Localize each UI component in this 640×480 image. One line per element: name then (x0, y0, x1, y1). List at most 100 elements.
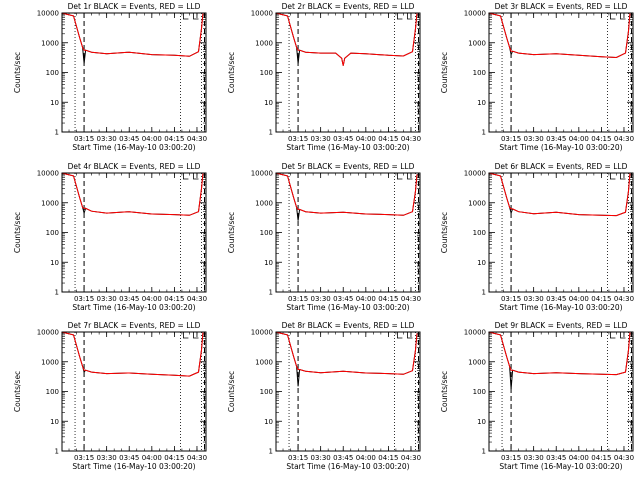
plot-frame (275, 172, 421, 293)
x-tick-label: 03:30 (97, 135, 117, 143)
x-tick-label: 03:45 (546, 295, 566, 303)
panel-title: Det 1r BLACK = Events, RED = LLD (68, 2, 201, 11)
lld-series-line (488, 12, 631, 59)
x-tick-label: 03:30 (311, 135, 331, 143)
x-tick-label: 04:15 (164, 135, 184, 143)
detector-panel-2: Det 2r BLACK = Events, RED = LLD Counts/s… (227, 2, 421, 152)
panel-title: Det 8r BLACK = Events, RED = LLD (282, 321, 415, 330)
events-series-line (275, 172, 418, 221)
x-tick-label: 03:45 (546, 454, 566, 462)
panel-title: Det 6r BLACK = Events, RED = LLD (495, 162, 628, 171)
x-tick-label: 04:00 (569, 135, 589, 143)
y-tick-label: 1 (55, 289, 59, 297)
x-tick-label: 03:45 (119, 135, 139, 143)
y-tick-label: 10 (50, 99, 59, 107)
y-tick-label: 1000 (468, 199, 486, 207)
y-tick-label: 10 (477, 99, 486, 107)
x-tick-label: 03:15 (74, 454, 94, 462)
top-bracket-marker (397, 173, 403, 180)
x-tick-label: 04:30 (401, 454, 421, 462)
top-bracket-marker (397, 332, 403, 339)
top-bracket-marker (620, 13, 626, 20)
y-tick-label: 10000 (37, 170, 59, 178)
x-tick-label: 03:30 (524, 295, 544, 303)
events-series-line (488, 172, 631, 217)
y-tick-label: 1000 (468, 358, 486, 366)
x-tick-label: 04:00 (569, 295, 589, 303)
x-tick-label: 03:15 (74, 295, 94, 303)
y-axis-label: Counts/sec (13, 212, 22, 253)
plot-frame (488, 331, 634, 452)
y-axis-label: Counts/sec (227, 212, 236, 253)
x-tick-label: 03:45 (333, 135, 353, 143)
lld-series-line (61, 12, 204, 57)
x-tick-label: 03:30 (97, 454, 117, 462)
y-tick-label: 1 (269, 129, 273, 137)
detector-panel-3: Det 3r BLACK = Events, RED = LLD Counts/s… (440, 2, 634, 152)
y-axis-label: Counts/sec (13, 52, 22, 93)
x-axis-label: Start Time (16-May-10 03:00:20) (499, 462, 622, 471)
x-tick-label: 03:15 (501, 135, 521, 143)
x-tick-label: 04:15 (164, 454, 184, 462)
top-bracket-marker (193, 13, 199, 20)
x-tick-label: 04:15 (378, 135, 398, 143)
panel-title: Det 5r BLACK = Events, RED = LLD (282, 162, 415, 171)
events-series-line (61, 172, 204, 216)
plot-frame (61, 172, 207, 293)
top-bracket-marker (610, 332, 616, 339)
y-tick-label: 1 (482, 129, 486, 137)
x-tick-label: 04:30 (614, 454, 634, 462)
panel-title: Det 4r BLACK = Events, RED = LLD (68, 162, 201, 171)
events-series-line (61, 331, 204, 377)
y-axis-label: Counts/sec (227, 371, 236, 412)
y-tick-label: 1000 (468, 39, 486, 47)
plot-frame (61, 12, 207, 133)
y-tick-label: 10 (264, 259, 273, 267)
top-bracket-marker (407, 332, 413, 339)
plot-frame (488, 12, 634, 133)
y-axis-label: Counts/sec (13, 371, 22, 412)
y-tick-label: 100 (46, 388, 59, 396)
lld-series-line (61, 172, 204, 216)
y-tick-label: 10000 (464, 10, 486, 18)
top-bracket-marker (193, 173, 199, 180)
x-axis-label: Start Time (16-May-10 03:00:20) (286, 462, 409, 471)
x-tick-label: 03:30 (97, 295, 117, 303)
y-axis-label: Counts/sec (440, 212, 449, 253)
y-axis-label: Counts/sec (440, 52, 449, 93)
plot-frame (488, 172, 634, 293)
y-tick-label: 10000 (37, 10, 59, 18)
y-tick-label: 1 (269, 448, 273, 456)
x-tick-label: 04:00 (142, 454, 162, 462)
x-tick-label: 03:15 (501, 295, 521, 303)
x-tick-label: 03:30 (524, 135, 544, 143)
detector-panel-5: Det 5r BLACK = Events, RED = LLD Counts/s… (227, 162, 421, 312)
y-tick-label: 10 (50, 259, 59, 267)
events-series-line (488, 12, 631, 59)
y-tick-label: 10000 (251, 10, 273, 18)
y-tick-label: 1 (482, 448, 486, 456)
x-tick-label: 03:15 (74, 135, 94, 143)
x-axis-label: Start Time (16-May-10 03:00:20) (72, 462, 195, 471)
y-tick-label: 100 (260, 69, 273, 77)
plot-frame (275, 331, 421, 452)
detector-panel-8: Det 8r BLACK = Events, RED = LLD Counts/s… (227, 321, 421, 471)
y-tick-label: 10000 (37, 329, 59, 337)
x-tick-label: 04:15 (378, 454, 398, 462)
y-axis-label: Counts/sec (227, 52, 236, 93)
x-tick-label: 04:00 (356, 135, 376, 143)
x-axis-label: Start Time (16-May-10 03:00:20) (499, 143, 622, 152)
top-bracket-marker (610, 13, 616, 20)
plot-frame (275, 12, 421, 133)
y-tick-label: 1000 (255, 39, 273, 47)
x-tick-label: 03:15 (288, 295, 308, 303)
top-bracket-marker (620, 173, 626, 180)
x-tick-label: 03:45 (119, 295, 139, 303)
top-bracket-marker (193, 332, 199, 339)
x-tick-label: 04:30 (401, 135, 421, 143)
y-tick-label: 1000 (255, 358, 273, 366)
x-tick-label: 04:30 (187, 454, 207, 462)
y-tick-label: 10000 (251, 329, 273, 337)
top-bracket-marker (397, 13, 403, 20)
